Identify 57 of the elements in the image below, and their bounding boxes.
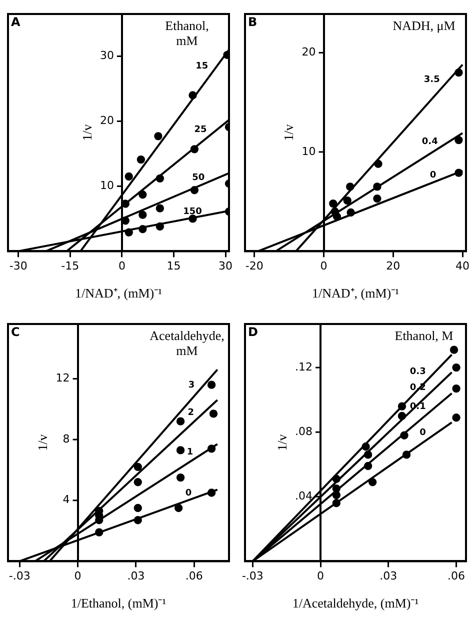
x-tick-label: 30 xyxy=(218,260,233,273)
chart-title: C xyxy=(11,325,20,340)
series-label: 3 xyxy=(188,380,195,391)
chart-title: D xyxy=(248,325,258,340)
series-label: 150 xyxy=(183,206,202,217)
series-label: 50 xyxy=(192,172,205,183)
y-tick-label: 10 xyxy=(302,144,316,158)
y-tick-label: .04 xyxy=(295,490,313,503)
x-axis-title: 1/Acetaldehyde, (mM)⁻¹ xyxy=(292,596,419,611)
series-label: 0 xyxy=(430,170,436,181)
x-axis-title: 1/NAD⁺, (mM)⁻¹ xyxy=(312,286,400,301)
x-tick-label: 15 xyxy=(166,260,181,273)
y-tick-label: 20 xyxy=(100,114,114,128)
x-tick-label: -30 xyxy=(9,260,28,273)
series-label: 0.3 xyxy=(410,367,426,378)
series-label: 1 xyxy=(186,448,194,458)
y-tick-label: .12 xyxy=(295,360,313,374)
x-tick-label: 0 xyxy=(320,260,328,273)
series-label: 3.5 xyxy=(424,75,440,86)
x-tick-label: 20 xyxy=(386,260,400,273)
y-axis-title: 1/v xyxy=(274,434,290,451)
x-tick-label: -15 xyxy=(61,260,80,273)
x-axis-title: 1/Ethanol, (mM)⁻¹ xyxy=(70,596,166,611)
y-tick-label: 8 xyxy=(62,432,70,446)
x-tick-label: -.03 xyxy=(8,570,30,583)
x-tick-label: .03 xyxy=(127,570,145,583)
x-axis-title: 1/NAD⁺, (mM)⁻¹ xyxy=(74,286,162,301)
series-label: 15 xyxy=(196,62,208,72)
x-tick-label: 0 xyxy=(317,570,324,583)
series-label: 0 xyxy=(185,488,192,499)
y-tick-label: 4 xyxy=(62,493,70,506)
x-tick-label: -.03 xyxy=(242,570,264,583)
x-tick-label: -20 xyxy=(245,260,264,273)
series-label: 25 xyxy=(194,124,207,135)
y-tick-label: 12 xyxy=(56,372,70,385)
series-label: 0.4 xyxy=(422,136,438,147)
y-axis-title: 1/v xyxy=(79,124,94,141)
y-axis-title: 1/v xyxy=(281,124,296,141)
legend-title: Acetaldehyde, mM xyxy=(150,328,224,358)
x-tick-label: .06 xyxy=(185,570,203,583)
y-tick-label: 20 xyxy=(302,46,316,59)
x-tick-label: .03 xyxy=(380,570,398,583)
y-tick-label: .08 xyxy=(295,424,313,438)
series-label: 0 xyxy=(420,428,426,438)
chart-title: A xyxy=(11,15,21,30)
x-tick-label: .06 xyxy=(448,570,466,583)
y-tick-label: 30 xyxy=(100,49,114,62)
chart-title: B xyxy=(248,15,258,30)
legend-title: Ethanol, mM xyxy=(165,18,209,48)
legend-title: NADH, μM xyxy=(392,18,456,33)
x-tick-label: 40 xyxy=(456,260,470,273)
x-tick-label: 0 xyxy=(118,260,126,273)
y-tick-label: 10 xyxy=(100,179,114,192)
legend-title: Ethanol, M xyxy=(394,328,454,343)
series-label: 2 xyxy=(188,408,194,418)
y-axis-title: 1/v xyxy=(35,434,50,451)
x-tick-label: 0 xyxy=(74,570,82,583)
